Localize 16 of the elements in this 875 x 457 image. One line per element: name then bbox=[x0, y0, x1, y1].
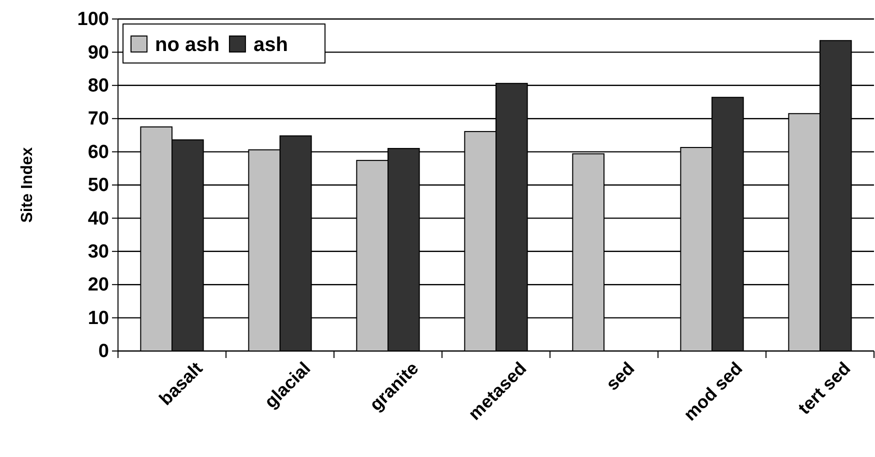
y-tick-label: 20 bbox=[88, 274, 109, 296]
y-tick-label: 90 bbox=[88, 42, 109, 64]
legend-label: ash bbox=[253, 34, 288, 56]
y-tick-label: 0 bbox=[98, 341, 109, 362]
y-tick-label: 40 bbox=[88, 208, 109, 230]
y-axis-title: Site Index bbox=[19, 147, 36, 223]
y-tick-label: 80 bbox=[88, 75, 109, 96]
y-tick-label: 30 bbox=[88, 241, 109, 262]
x-tick-label: sed bbox=[602, 358, 638, 394]
y-tick-label: 10 bbox=[88, 308, 109, 329]
y-tick-label: 70 bbox=[88, 108, 109, 130]
y-tick-label: 100 bbox=[77, 9, 109, 30]
y-tick-label: 60 bbox=[88, 142, 109, 163]
x-tick-label: tert sed bbox=[794, 358, 854, 418]
legend-label: no ash bbox=[155, 34, 220, 56]
y-tick-label: 50 bbox=[88, 175, 109, 196]
